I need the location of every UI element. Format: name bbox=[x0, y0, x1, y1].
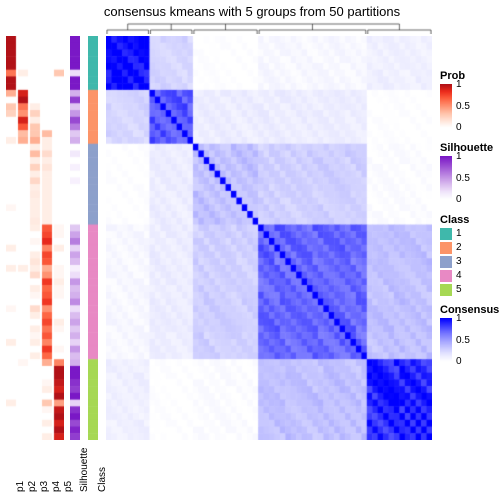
legend-swatch bbox=[440, 284, 452, 296]
legend-title: Class bbox=[440, 214, 469, 226]
legend-tick: 0 bbox=[456, 194, 462, 205]
silhouette-column bbox=[70, 36, 80, 440]
legend-label: 1 bbox=[456, 228, 462, 239]
legend-tick: 0 bbox=[456, 122, 462, 133]
legend-label: 2 bbox=[456, 242, 462, 253]
column-label: p2 bbox=[27, 481, 38, 492]
legend-swatch bbox=[440, 270, 452, 282]
legend-label: 5 bbox=[456, 284, 462, 295]
dendrogram bbox=[106, 22, 432, 34]
legend-tick: 0.5 bbox=[456, 335, 470, 346]
legend-label: 3 bbox=[456, 256, 462, 267]
consensus-heatmap bbox=[106, 36, 432, 440]
class-column bbox=[88, 36, 98, 440]
legend-title: Consensus bbox=[440, 304, 499, 316]
legend-tick: 1 bbox=[456, 313, 462, 324]
legend-swatch bbox=[440, 228, 452, 240]
column-label: p3 bbox=[39, 481, 50, 492]
legend-label: 4 bbox=[456, 270, 462, 281]
column-label: Silhouette bbox=[79, 448, 90, 492]
page-title: consensus kmeans with 5 groups from 50 p… bbox=[0, 4, 504, 19]
legend-swatch bbox=[440, 256, 452, 268]
column-label: p4 bbox=[51, 481, 62, 492]
legend-tick: 1 bbox=[456, 151, 462, 162]
legend-colorbar bbox=[440, 84, 452, 128]
legend-tick: 0.5 bbox=[456, 173, 470, 184]
legend-tick: 0 bbox=[456, 356, 462, 367]
prob-heatmap bbox=[6, 36, 64, 440]
legend-tick: 0.5 bbox=[456, 101, 470, 112]
column-label: p1 bbox=[15, 481, 26, 492]
legend-tick: 1 bbox=[456, 79, 462, 90]
legend-title: Silhouette bbox=[440, 142, 493, 154]
column-label: Class bbox=[97, 467, 108, 492]
column-label: p5 bbox=[63, 481, 74, 492]
legend-colorbar bbox=[440, 318, 452, 362]
legend-colorbar bbox=[440, 156, 452, 200]
legend-swatch bbox=[440, 242, 452, 254]
